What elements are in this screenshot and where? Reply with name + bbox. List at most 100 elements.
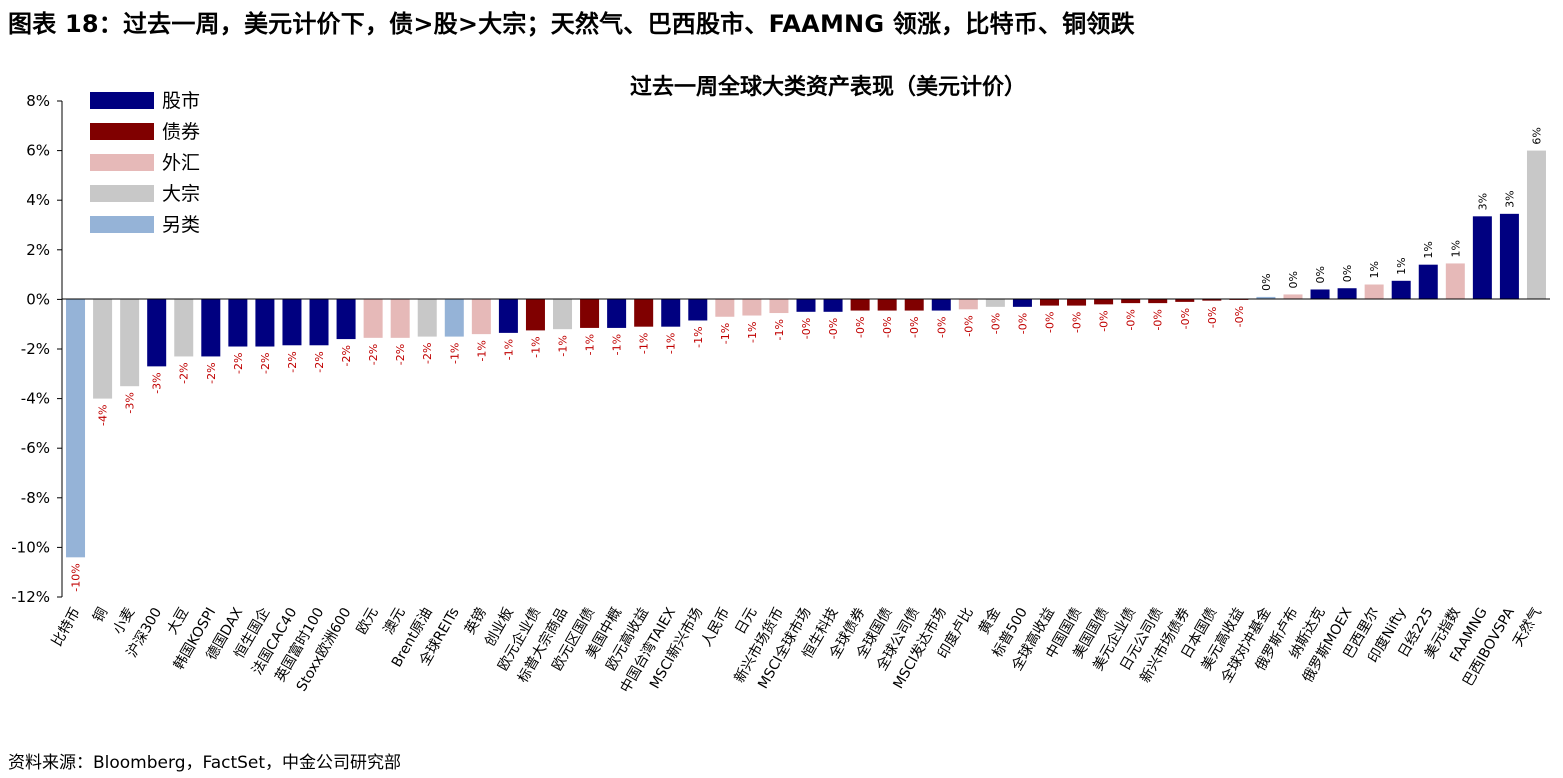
- bar: [661, 299, 681, 327]
- data-label: -2%: [394, 344, 407, 365]
- data-label: -0%: [1179, 308, 1192, 329]
- bar: [958, 299, 978, 310]
- data-label: -0%: [1098, 310, 1111, 331]
- legend-label: 大宗: [162, 183, 200, 205]
- bar: [201, 299, 221, 357]
- data-label: -4%: [97, 405, 110, 426]
- y-tick-label: 0%: [26, 290, 50, 308]
- data-labels: -10% -4% -3% -3% -2% -2% -2% -2% -2% -2% -2% -2% -2%…: [70, 127, 1544, 592]
- data-label: -0%: [1016, 313, 1029, 334]
- data-label: -0%: [1206, 307, 1219, 328]
- bar: [850, 299, 870, 311]
- bar: [255, 299, 275, 347]
- bar: [309, 299, 329, 346]
- data-label: -0%: [881, 317, 894, 338]
- bar: [1364, 284, 1384, 299]
- bar: [823, 299, 843, 312]
- bars: [66, 150, 1546, 558]
- legend-swatch: [90, 92, 154, 109]
- data-label: -0%: [935, 317, 948, 338]
- data-label: -0%: [827, 318, 840, 339]
- data-label: -0%: [1043, 312, 1056, 333]
- data-label: -1%: [638, 333, 651, 354]
- bar: [228, 299, 248, 347]
- bar: [444, 299, 464, 337]
- data-label: -2%: [340, 345, 353, 366]
- category-label: 比特币: [49, 605, 84, 649]
- bar: [1391, 280, 1411, 299]
- bar: [553, 299, 573, 330]
- data-label: -1%: [557, 335, 570, 356]
- bar: [66, 299, 86, 558]
- data-label: -2%: [232, 353, 245, 374]
- y-tick-label: 8%: [26, 92, 50, 110]
- data-label: -1%: [529, 336, 542, 357]
- bar: [904, 299, 924, 311]
- data-label: 3%: [1476, 193, 1489, 210]
- bar: [1012, 299, 1032, 307]
- bar: [769, 299, 789, 314]
- legend-label: 另类: [162, 214, 200, 236]
- data-label: -2%: [259, 353, 272, 374]
- bar: [715, 299, 735, 317]
- source-note: 资料来源：Bloomberg，FactSet，中金公司研究部: [8, 753, 402, 773]
- data-label: 0%: [1260, 273, 1273, 290]
- data-label: -0%: [800, 318, 813, 339]
- data-label: 1%: [1395, 257, 1408, 274]
- bar: [1094, 299, 1114, 305]
- bar: [634, 299, 654, 327]
- data-label: -2%: [178, 362, 191, 383]
- bar: [1499, 213, 1519, 299]
- chart-title: 过去一周全球大类资产表现（美元计价）: [630, 74, 1026, 100]
- bar: [1202, 299, 1222, 301]
- bar: [336, 299, 356, 340]
- category-label: 日元: [732, 605, 760, 637]
- y-tick-label: -12%: [11, 588, 50, 606]
- bar: [742, 299, 762, 316]
- bar: [363, 299, 383, 338]
- bar: [1256, 296, 1276, 299]
- data-label: -1%: [611, 334, 624, 355]
- data-label: -1%: [665, 333, 678, 354]
- data-label: -2%: [421, 343, 434, 364]
- bar: [1337, 288, 1357, 299]
- data-label: -3%: [124, 392, 137, 413]
- data-label: 6%: [1530, 127, 1543, 144]
- category-label: 铜: [90, 605, 111, 625]
- bar: [1148, 299, 1168, 304]
- bar: [1121, 299, 1141, 304]
- data-label: -2%: [205, 362, 218, 383]
- bar: [471, 299, 491, 335]
- data-label: 1%: [1449, 240, 1462, 257]
- bar: [1039, 299, 1059, 306]
- data-label: 3%: [1503, 190, 1516, 207]
- category-label: 欧元: [354, 605, 382, 637]
- y-tick-label: -4%: [21, 390, 50, 408]
- y-axis: -12% -10% -8% -6% -4% -2% 0% 2% 4% 6% 8%: [11, 92, 63, 606]
- bar: [390, 299, 410, 338]
- y-tick-label: 6%: [26, 142, 50, 160]
- data-label: -1%: [584, 334, 597, 355]
- bar: [931, 299, 951, 311]
- bar: [525, 299, 545, 331]
- category-label: 黄金: [975, 605, 1004, 638]
- legend-swatch: [90, 216, 154, 233]
- data-label: -0%: [1152, 309, 1165, 330]
- legend-label: 外汇: [162, 152, 200, 174]
- y-tick-label: 2%: [26, 241, 50, 259]
- category-label: 小麦: [110, 605, 138, 637]
- bar: [985, 299, 1005, 307]
- bar: [1472, 216, 1492, 299]
- y-tick-label: 4%: [26, 191, 50, 209]
- bar: [417, 299, 437, 337]
- data-label: 0%: [1287, 271, 1300, 288]
- category-label: 英镑: [461, 605, 490, 638]
- bar: [1526, 150, 1546, 299]
- data-label: -0%: [1233, 306, 1246, 327]
- legend-label: 股市: [162, 90, 200, 112]
- legend-label: 债券: [162, 121, 200, 143]
- bar: [1445, 263, 1465, 299]
- legend-swatch: [90, 123, 154, 140]
